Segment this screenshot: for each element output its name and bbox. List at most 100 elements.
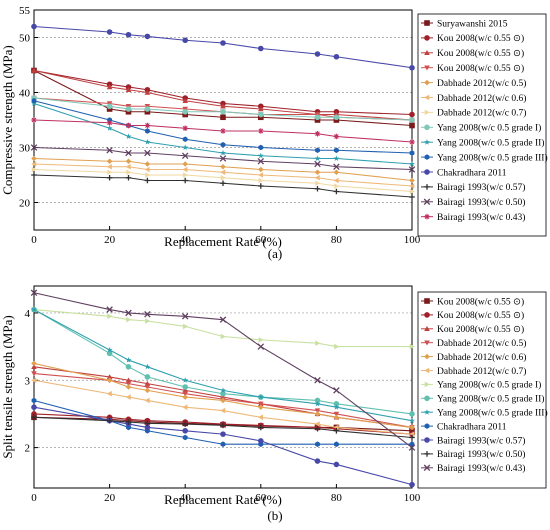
legend-entry: Yang 2008(w/c 0.5 grade I) bbox=[421, 123, 541, 134]
data-point bbox=[182, 434, 188, 441]
series-12 bbox=[30, 144, 416, 173]
data-point bbox=[106, 306, 113, 313]
data-point bbox=[125, 381, 132, 387]
data-point bbox=[314, 421, 320, 427]
data-point bbox=[220, 108, 226, 115]
data-point bbox=[106, 374, 113, 380]
x-tick-label: 0 bbox=[31, 492, 37, 504]
data-point bbox=[333, 387, 340, 394]
data-point bbox=[182, 323, 188, 330]
data-point bbox=[144, 311, 151, 318]
y-tick-label: 2 bbox=[25, 443, 31, 455]
data-point bbox=[31, 411, 37, 417]
data-point bbox=[409, 188, 415, 195]
legend-marker bbox=[424, 109, 430, 116]
legend-label: Bairagi 1993(w/c 0.43) bbox=[437, 463, 525, 474]
legend-marker bbox=[423, 198, 431, 206]
data-point bbox=[333, 53, 340, 60]
data-point bbox=[106, 103, 113, 110]
x-tick-label: 100 bbox=[404, 234, 421, 246]
data-point bbox=[144, 89, 151, 95]
data-point bbox=[258, 414, 264, 421]
legend-label: Bairagi 1993(w/c 0.50) bbox=[437, 197, 525, 208]
data-point bbox=[144, 387, 151, 394]
data-point bbox=[126, 316, 132, 323]
data-point bbox=[31, 404, 37, 411]
data-point bbox=[220, 431, 226, 437]
data-point bbox=[31, 397, 37, 404]
data-point bbox=[125, 364, 132, 370]
data-point bbox=[258, 144, 264, 151]
data-point bbox=[409, 417, 415, 424]
data-point bbox=[258, 337, 264, 343]
data-point bbox=[258, 166, 264, 173]
legend-label: Kou 2008(w/c 0.55 ⊙) bbox=[437, 324, 524, 335]
data-point bbox=[409, 177, 415, 184]
data-point bbox=[333, 133, 340, 140]
data-point bbox=[314, 411, 321, 417]
legend-entry: Bairagi 1993(w/c 0.50) bbox=[421, 449, 525, 460]
legend-marker bbox=[424, 312, 430, 318]
data-point bbox=[31, 364, 37, 370]
data-point bbox=[257, 152, 264, 159]
legend-entry: Kou 2008(w/c 0.55 ⊙) bbox=[421, 63, 524, 74]
legend-label: Dabhade 2012(w/c 0.7) bbox=[437, 366, 526, 377]
legend-marker bbox=[424, 451, 430, 457]
series-line bbox=[33, 69, 413, 116]
data-point bbox=[106, 125, 113, 131]
data-point bbox=[125, 158, 132, 165]
data-point bbox=[182, 166, 188, 173]
data-point bbox=[182, 125, 188, 132]
data-point bbox=[220, 387, 226, 393]
data-point bbox=[220, 333, 226, 340]
data-point bbox=[219, 155, 227, 162]
data-point bbox=[409, 411, 415, 417]
data-point bbox=[409, 183, 415, 189]
legend-marker bbox=[424, 326, 430, 332]
data-point bbox=[409, 481, 415, 488]
data-point bbox=[314, 400, 321, 407]
data-point bbox=[144, 138, 151, 145]
data-point bbox=[144, 106, 151, 112]
legend-box bbox=[417, 291, 547, 489]
data-point bbox=[220, 422, 226, 429]
data-point bbox=[334, 183, 340, 189]
x-tick-label: 100 bbox=[404, 492, 421, 504]
data-point bbox=[315, 147, 320, 154]
data-point bbox=[125, 309, 132, 317]
data-point bbox=[409, 111, 415, 118]
legend-label: Kou 2008(w/c 0.55 ⊙) bbox=[437, 310, 524, 321]
legend-entry: Kou 2008(w/c 0.55 ⊙) bbox=[421, 324, 524, 335]
series-line bbox=[33, 70, 413, 127]
data-point bbox=[144, 420, 151, 427]
data-point bbox=[125, 133, 132, 139]
legend-label: Kou 2008(w/c 0.55 ⊙) bbox=[437, 48, 524, 59]
data-point bbox=[220, 180, 226, 187]
data-point bbox=[181, 313, 189, 320]
legend-marker bbox=[424, 381, 430, 388]
data-point bbox=[144, 424, 151, 431]
data-point bbox=[125, 106, 132, 112]
x-tick-label: 0 bbox=[31, 234, 37, 246]
legend-marker bbox=[424, 65, 430, 71]
legend-label: Dabhade 2012(w/c 0.7) bbox=[437, 108, 526, 119]
data-point bbox=[106, 417, 113, 424]
series-line bbox=[33, 174, 413, 198]
data-point bbox=[182, 384, 188, 390]
legend-entry: Bairagi 1993(w/c 0.43) bbox=[421, 212, 525, 223]
data-point bbox=[125, 377, 132, 383]
legend-entry: Chakradhara 2011 bbox=[421, 422, 507, 432]
x-tick-label: 40 bbox=[180, 492, 192, 504]
data-point bbox=[145, 318, 151, 324]
data-point bbox=[145, 172, 151, 178]
series-line bbox=[33, 146, 413, 171]
data-point bbox=[333, 401, 340, 407]
data-point bbox=[144, 397, 150, 404]
legend-marker bbox=[424, 409, 430, 415]
legend-entry: Dabhade 2012(w/c 0.7) bbox=[421, 366, 526, 377]
data-point bbox=[408, 166, 416, 173]
legend-entry: Chakradhara 2011 bbox=[421, 168, 507, 178]
data-point bbox=[258, 404, 264, 410]
data-point bbox=[182, 108, 188, 115]
x-axis-title: Replacement Rate (%) bbox=[164, 234, 282, 249]
